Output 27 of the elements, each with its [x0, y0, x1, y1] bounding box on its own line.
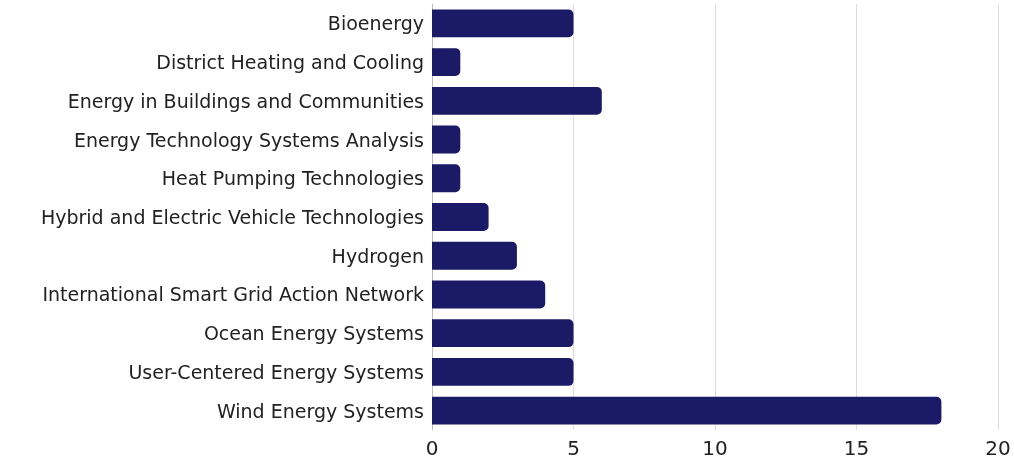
y-tick-label: Wind Energy Systems	[216, 399, 424, 422]
bar	[432, 48, 461, 77]
bar	[432, 241, 517, 270]
bar	[432, 164, 461, 193]
bar	[432, 86, 602, 115]
y-tick-label: User-Centered Energy Systems	[128, 360, 424, 383]
y-tick-label: International Smart Grid Action Network	[42, 283, 424, 306]
bar	[432, 319, 574, 348]
bar	[432, 9, 574, 38]
y-tick-label: Bioenergy	[327, 12, 424, 35]
x-tick-label: 0	[425, 436, 439, 460]
bar	[432, 125, 461, 154]
bar	[432, 280, 546, 309]
y-tick-label: Energy Technology Systems Analysis	[73, 128, 424, 151]
x-tick-label: 10	[702, 436, 728, 460]
y-tick-label: Hydrogen	[331, 244, 424, 267]
bar	[432, 357, 574, 386]
x-tick-label: 15	[843, 436, 870, 460]
y-tick-label: District Heating and Cooling	[156, 51, 424, 74]
y-tick-label: Heat Pumping Technologies	[161, 167, 424, 190]
bar	[432, 396, 942, 425]
y-tick-label: Hybrid and Electric Vehicle Technologies	[40, 206, 424, 228]
x-tick-label: 20	[985, 436, 1011, 460]
y-tick-label: Ocean Energy Systems	[203, 322, 424, 345]
bar	[432, 203, 489, 231]
y-tick-label: Energy in Buildings and Communities	[67, 89, 424, 112]
x-tick-label: 5	[567, 436, 580, 460]
